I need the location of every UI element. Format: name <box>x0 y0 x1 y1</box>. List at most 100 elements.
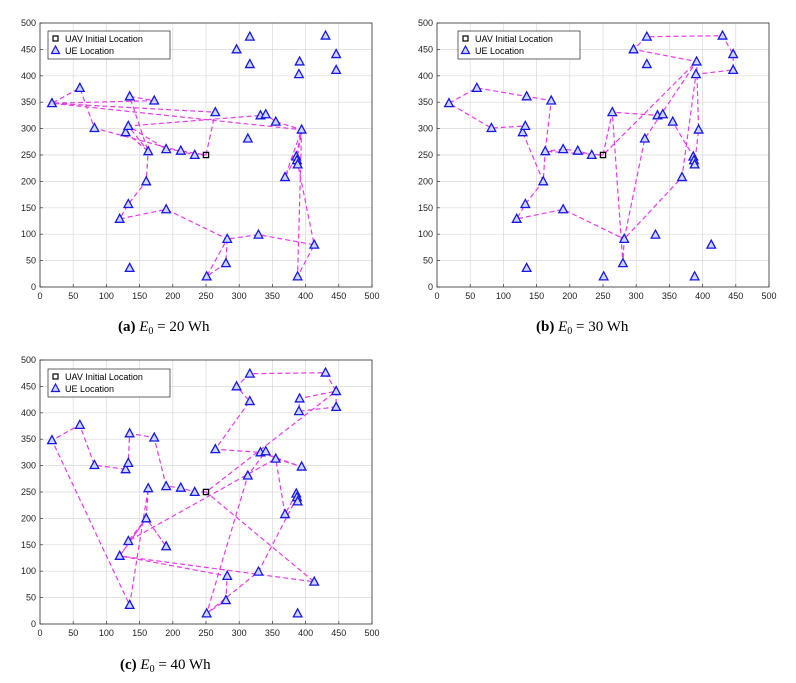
ue-point <box>122 456 134 468</box>
trajectory <box>447 35 734 264</box>
ue-point <box>270 452 282 463</box>
y-tick-label: 250 <box>21 487 36 497</box>
uav-initial <box>202 488 210 496</box>
x-tick-label: 450 <box>331 628 346 638</box>
ue-point <box>189 149 201 160</box>
x-tick-label: 300 <box>232 628 247 638</box>
ue-point <box>221 232 233 244</box>
ue-point <box>160 480 172 491</box>
legend-triangle-icon <box>50 44 61 55</box>
trajectory <box>51 87 315 277</box>
y-tick-label: 450 <box>418 44 433 54</box>
uav-point <box>599 151 607 159</box>
x-tick-label: 200 <box>165 628 180 638</box>
x-tick-label: 0 <box>37 628 42 638</box>
ue-point <box>521 262 533 273</box>
ue-point <box>122 535 134 546</box>
legend-box <box>457 30 581 60</box>
x-tick-label: 450 <box>331 291 346 301</box>
ue-point <box>209 443 221 454</box>
ue-point <box>292 270 304 281</box>
trajectory <box>51 372 338 615</box>
caption-symbol: E <box>557 319 567 335</box>
caption-symbol: E <box>139 657 149 673</box>
ue-point <box>114 212 126 223</box>
x-tick-label: 400 <box>298 628 313 638</box>
x-tick-label: 50 <box>465 291 475 301</box>
ue-point <box>471 81 483 92</box>
axes: 0 50 100 150 200 250 300 350 400 450 500 0 50 100 150 2… <box>418 18 777 301</box>
ue-point <box>221 569 233 581</box>
y-tick-label: 150 <box>418 203 433 213</box>
ue-point <box>74 81 86 92</box>
ue-point <box>142 482 154 493</box>
ue-point <box>124 262 136 273</box>
ue-point <box>242 132 254 143</box>
ue-point <box>717 29 728 40</box>
y-tick-label: 500 <box>21 355 36 365</box>
ue-point <box>231 43 242 54</box>
trajectory-line <box>447 35 734 264</box>
x-tick-label: 250 <box>198 291 213 301</box>
legend: UAV Initial Location UE Location <box>47 368 171 398</box>
y-tick-label: 500 <box>21 18 36 28</box>
ue-point <box>618 232 630 244</box>
gridlines <box>39 22 373 288</box>
ue-point <box>114 549 126 560</box>
x-tick-label: 500 <box>364 628 379 638</box>
legend-label: UAV Initial Location <box>475 34 553 44</box>
x-tick-label: 350 <box>265 628 280 638</box>
ue-point <box>140 175 152 186</box>
legend-triangle-icon <box>50 382 61 393</box>
x-tick-label: 150 <box>132 291 147 301</box>
caption-text: = 20 Wh <box>153 319 210 335</box>
x-tick-label: 500 <box>364 291 379 301</box>
y-tick-label: 450 <box>21 381 36 391</box>
ue-point <box>120 463 132 474</box>
ue-point <box>557 203 569 214</box>
x-tick-label: 300 <box>232 291 247 301</box>
ue-point <box>330 385 342 396</box>
uav-point <box>202 488 210 496</box>
y-tick-label: 400 <box>21 71 36 81</box>
ue-point <box>142 145 154 156</box>
y-tick-label: 250 <box>21 150 36 160</box>
ue-point <box>260 445 272 456</box>
ue-point <box>330 401 342 412</box>
ue-point <box>667 115 679 126</box>
x-tick-label: 50 <box>68 628 78 638</box>
caption-label: (b) <box>536 319 554 335</box>
ue-points <box>46 366 342 618</box>
ue-point <box>189 486 201 497</box>
chart-panel-b: 0 50 100 150 200 250 300 350 400 450 500 0 50 100 150 2… <box>418 18 777 337</box>
y-tick-label: 150 <box>21 203 36 213</box>
y-tick-label: 0 <box>428 282 433 292</box>
x-tick-label: 100 <box>99 628 114 638</box>
legend: UAV Initial Location UE Location <box>47 30 171 60</box>
y-tick-label: 0 <box>31 282 36 292</box>
ue-point <box>641 58 653 69</box>
ue-point <box>46 434 58 445</box>
legend-label: UE Location <box>475 46 524 56</box>
ue-point <box>74 418 86 429</box>
ue-point <box>148 431 160 442</box>
chart-panel-a: 0 50 100 150 200 250 300 350 400 450 500 0 50 100 150 2… <box>21 18 380 337</box>
ue-point <box>296 123 308 134</box>
legend-label: UAV Initial Location <box>65 34 143 44</box>
ue-point <box>519 119 531 131</box>
caption: (a) E0 = 20 Wh <box>118 319 210 337</box>
ue-point <box>330 64 342 75</box>
ue-point <box>160 203 172 214</box>
legend-square-icon <box>52 35 59 42</box>
ue-points <box>443 29 739 281</box>
ue-point <box>148 94 160 105</box>
ue-point <box>691 55 703 66</box>
x-tick-label: 400 <box>695 291 710 301</box>
ue-point <box>175 144 187 155</box>
axes: 0 50 100 150 200 250 300 350 400 450 500 0 50 100 150 2… <box>21 355 380 638</box>
ue-point <box>296 460 308 471</box>
plot-frame <box>39 22 373 288</box>
ue-point <box>175 481 187 492</box>
ue-point <box>517 126 529 137</box>
